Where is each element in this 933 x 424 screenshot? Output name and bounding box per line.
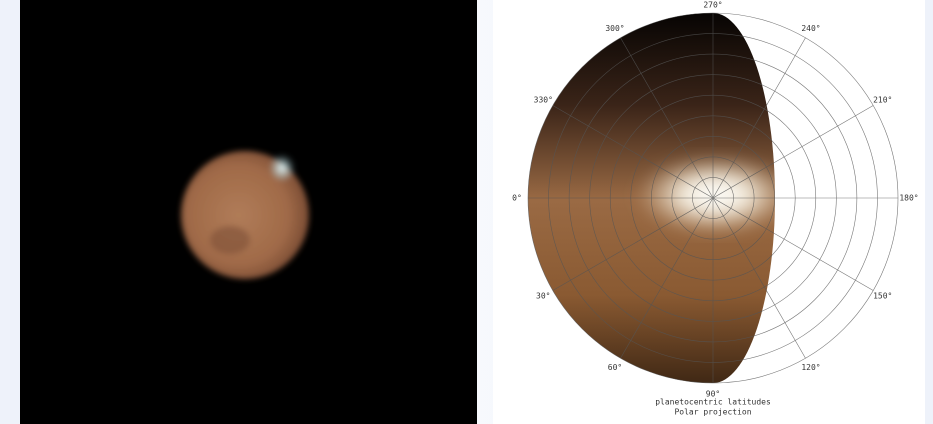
angle-label: 180° [899,194,918,203]
polar-grid [527,12,899,384]
caption: planetocentric latitudes [655,398,771,407]
angle-label: 240° [801,24,820,33]
angle-label: 30° [536,292,550,301]
meridian-line [552,105,874,291]
caption: Polar projection [674,408,751,417]
angle-label: 0° [512,194,522,203]
angle-label: 150° [873,292,892,301]
angle-label: 120° [801,363,820,372]
angle-label: 60° [608,363,622,372]
angle-label: 300° [605,24,624,33]
angle-label: 210° [873,96,892,105]
angle-label: 270° [703,1,722,10]
mars-disk [181,151,309,279]
angle-label: 90° [706,390,720,399]
angle-label: 330° [534,96,553,105]
